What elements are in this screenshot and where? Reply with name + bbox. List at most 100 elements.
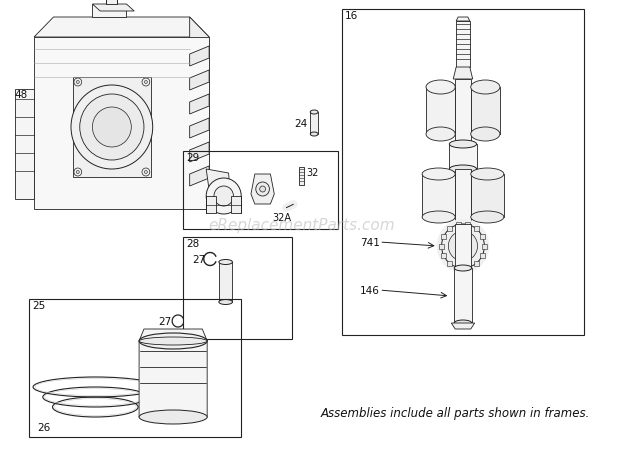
Polygon shape bbox=[451, 323, 475, 329]
Bar bbox=[456, 222, 461, 228]
Polygon shape bbox=[299, 168, 304, 186]
Polygon shape bbox=[92, 5, 126, 18]
Polygon shape bbox=[455, 170, 471, 225]
Text: 48: 48 bbox=[15, 90, 28, 100]
Polygon shape bbox=[231, 197, 241, 213]
Circle shape bbox=[144, 81, 148, 84]
Polygon shape bbox=[456, 18, 470, 22]
Ellipse shape bbox=[426, 128, 455, 142]
Ellipse shape bbox=[310, 111, 318, 115]
Bar bbox=[447, 227, 452, 232]
Circle shape bbox=[71, 86, 153, 170]
Text: 27: 27 bbox=[193, 254, 206, 264]
Polygon shape bbox=[190, 71, 209, 91]
Ellipse shape bbox=[426, 81, 455, 95]
Polygon shape bbox=[455, 80, 471, 145]
Polygon shape bbox=[471, 88, 500, 135]
Polygon shape bbox=[454, 268, 472, 323]
Polygon shape bbox=[15, 90, 34, 199]
Text: eReplacementParts.com: eReplacementParts.com bbox=[208, 218, 395, 233]
Ellipse shape bbox=[287, 205, 293, 208]
Polygon shape bbox=[190, 143, 209, 163]
Circle shape bbox=[206, 179, 241, 215]
Polygon shape bbox=[34, 38, 209, 210]
Circle shape bbox=[76, 81, 79, 84]
Polygon shape bbox=[206, 197, 216, 213]
Text: 27: 27 bbox=[159, 316, 172, 326]
Text: 32A: 32A bbox=[272, 212, 291, 222]
Ellipse shape bbox=[471, 81, 500, 95]
Polygon shape bbox=[251, 175, 274, 205]
Polygon shape bbox=[190, 166, 209, 187]
Circle shape bbox=[76, 171, 79, 174]
Polygon shape bbox=[456, 22, 470, 68]
Ellipse shape bbox=[310, 133, 318, 137]
Circle shape bbox=[142, 79, 150, 87]
Circle shape bbox=[92, 108, 131, 147]
Text: 26: 26 bbox=[37, 422, 50, 432]
Circle shape bbox=[142, 169, 150, 177]
Bar bbox=[474, 227, 479, 232]
Bar bbox=[183, 238, 292, 339]
Circle shape bbox=[214, 187, 234, 207]
Bar bbox=[465, 222, 470, 228]
Bar bbox=[441, 253, 446, 258]
Circle shape bbox=[260, 187, 265, 193]
Polygon shape bbox=[92, 5, 134, 12]
Polygon shape bbox=[139, 329, 207, 417]
Text: 16: 16 bbox=[345, 11, 358, 21]
Polygon shape bbox=[310, 113, 318, 135]
Text: 28: 28 bbox=[186, 239, 199, 249]
Text: 25: 25 bbox=[32, 300, 45, 310]
Ellipse shape bbox=[454, 265, 472, 272]
Bar bbox=[456, 265, 461, 270]
Circle shape bbox=[74, 169, 82, 177]
Polygon shape bbox=[34, 18, 209, 38]
Polygon shape bbox=[190, 18, 209, 210]
Polygon shape bbox=[190, 95, 209, 115]
Circle shape bbox=[448, 231, 477, 262]
Text: 29: 29 bbox=[186, 152, 199, 163]
Polygon shape bbox=[206, 170, 231, 212]
Bar bbox=[465, 265, 470, 270]
Ellipse shape bbox=[450, 166, 477, 174]
Polygon shape bbox=[422, 175, 455, 217]
Polygon shape bbox=[106, 0, 117, 5]
Bar bbox=[480, 235, 485, 239]
Bar bbox=[439, 244, 444, 249]
Circle shape bbox=[74, 79, 82, 87]
Ellipse shape bbox=[471, 169, 504, 180]
Circle shape bbox=[436, 220, 489, 273]
Polygon shape bbox=[190, 119, 209, 139]
Ellipse shape bbox=[139, 410, 207, 424]
Ellipse shape bbox=[139, 333, 207, 349]
Circle shape bbox=[80, 95, 144, 161]
Bar bbox=[480, 253, 485, 258]
Bar bbox=[441, 235, 446, 239]
Ellipse shape bbox=[450, 141, 477, 149]
Bar bbox=[447, 261, 452, 266]
Text: 24: 24 bbox=[294, 119, 308, 129]
Ellipse shape bbox=[422, 212, 455, 224]
Ellipse shape bbox=[471, 212, 504, 224]
Text: 146: 146 bbox=[360, 285, 380, 295]
Circle shape bbox=[144, 171, 148, 174]
Polygon shape bbox=[219, 262, 232, 302]
Ellipse shape bbox=[139, 337, 207, 345]
Polygon shape bbox=[190, 47, 209, 67]
Polygon shape bbox=[450, 145, 477, 170]
Ellipse shape bbox=[219, 300, 232, 305]
Ellipse shape bbox=[471, 128, 500, 142]
Polygon shape bbox=[471, 175, 504, 217]
Bar bbox=[482, 244, 487, 249]
Text: 741: 741 bbox=[360, 238, 380, 248]
Circle shape bbox=[256, 183, 270, 197]
Bar bbox=[29, 299, 241, 437]
Bar bbox=[183, 152, 339, 230]
Polygon shape bbox=[426, 88, 455, 135]
Bar bbox=[474, 261, 479, 266]
Circle shape bbox=[441, 225, 484, 268]
Text: Assemblies include all parts shown in frames.: Assemblies include all parts shown in fr… bbox=[321, 406, 590, 419]
Ellipse shape bbox=[422, 169, 455, 180]
Text: 32: 32 bbox=[306, 168, 319, 178]
